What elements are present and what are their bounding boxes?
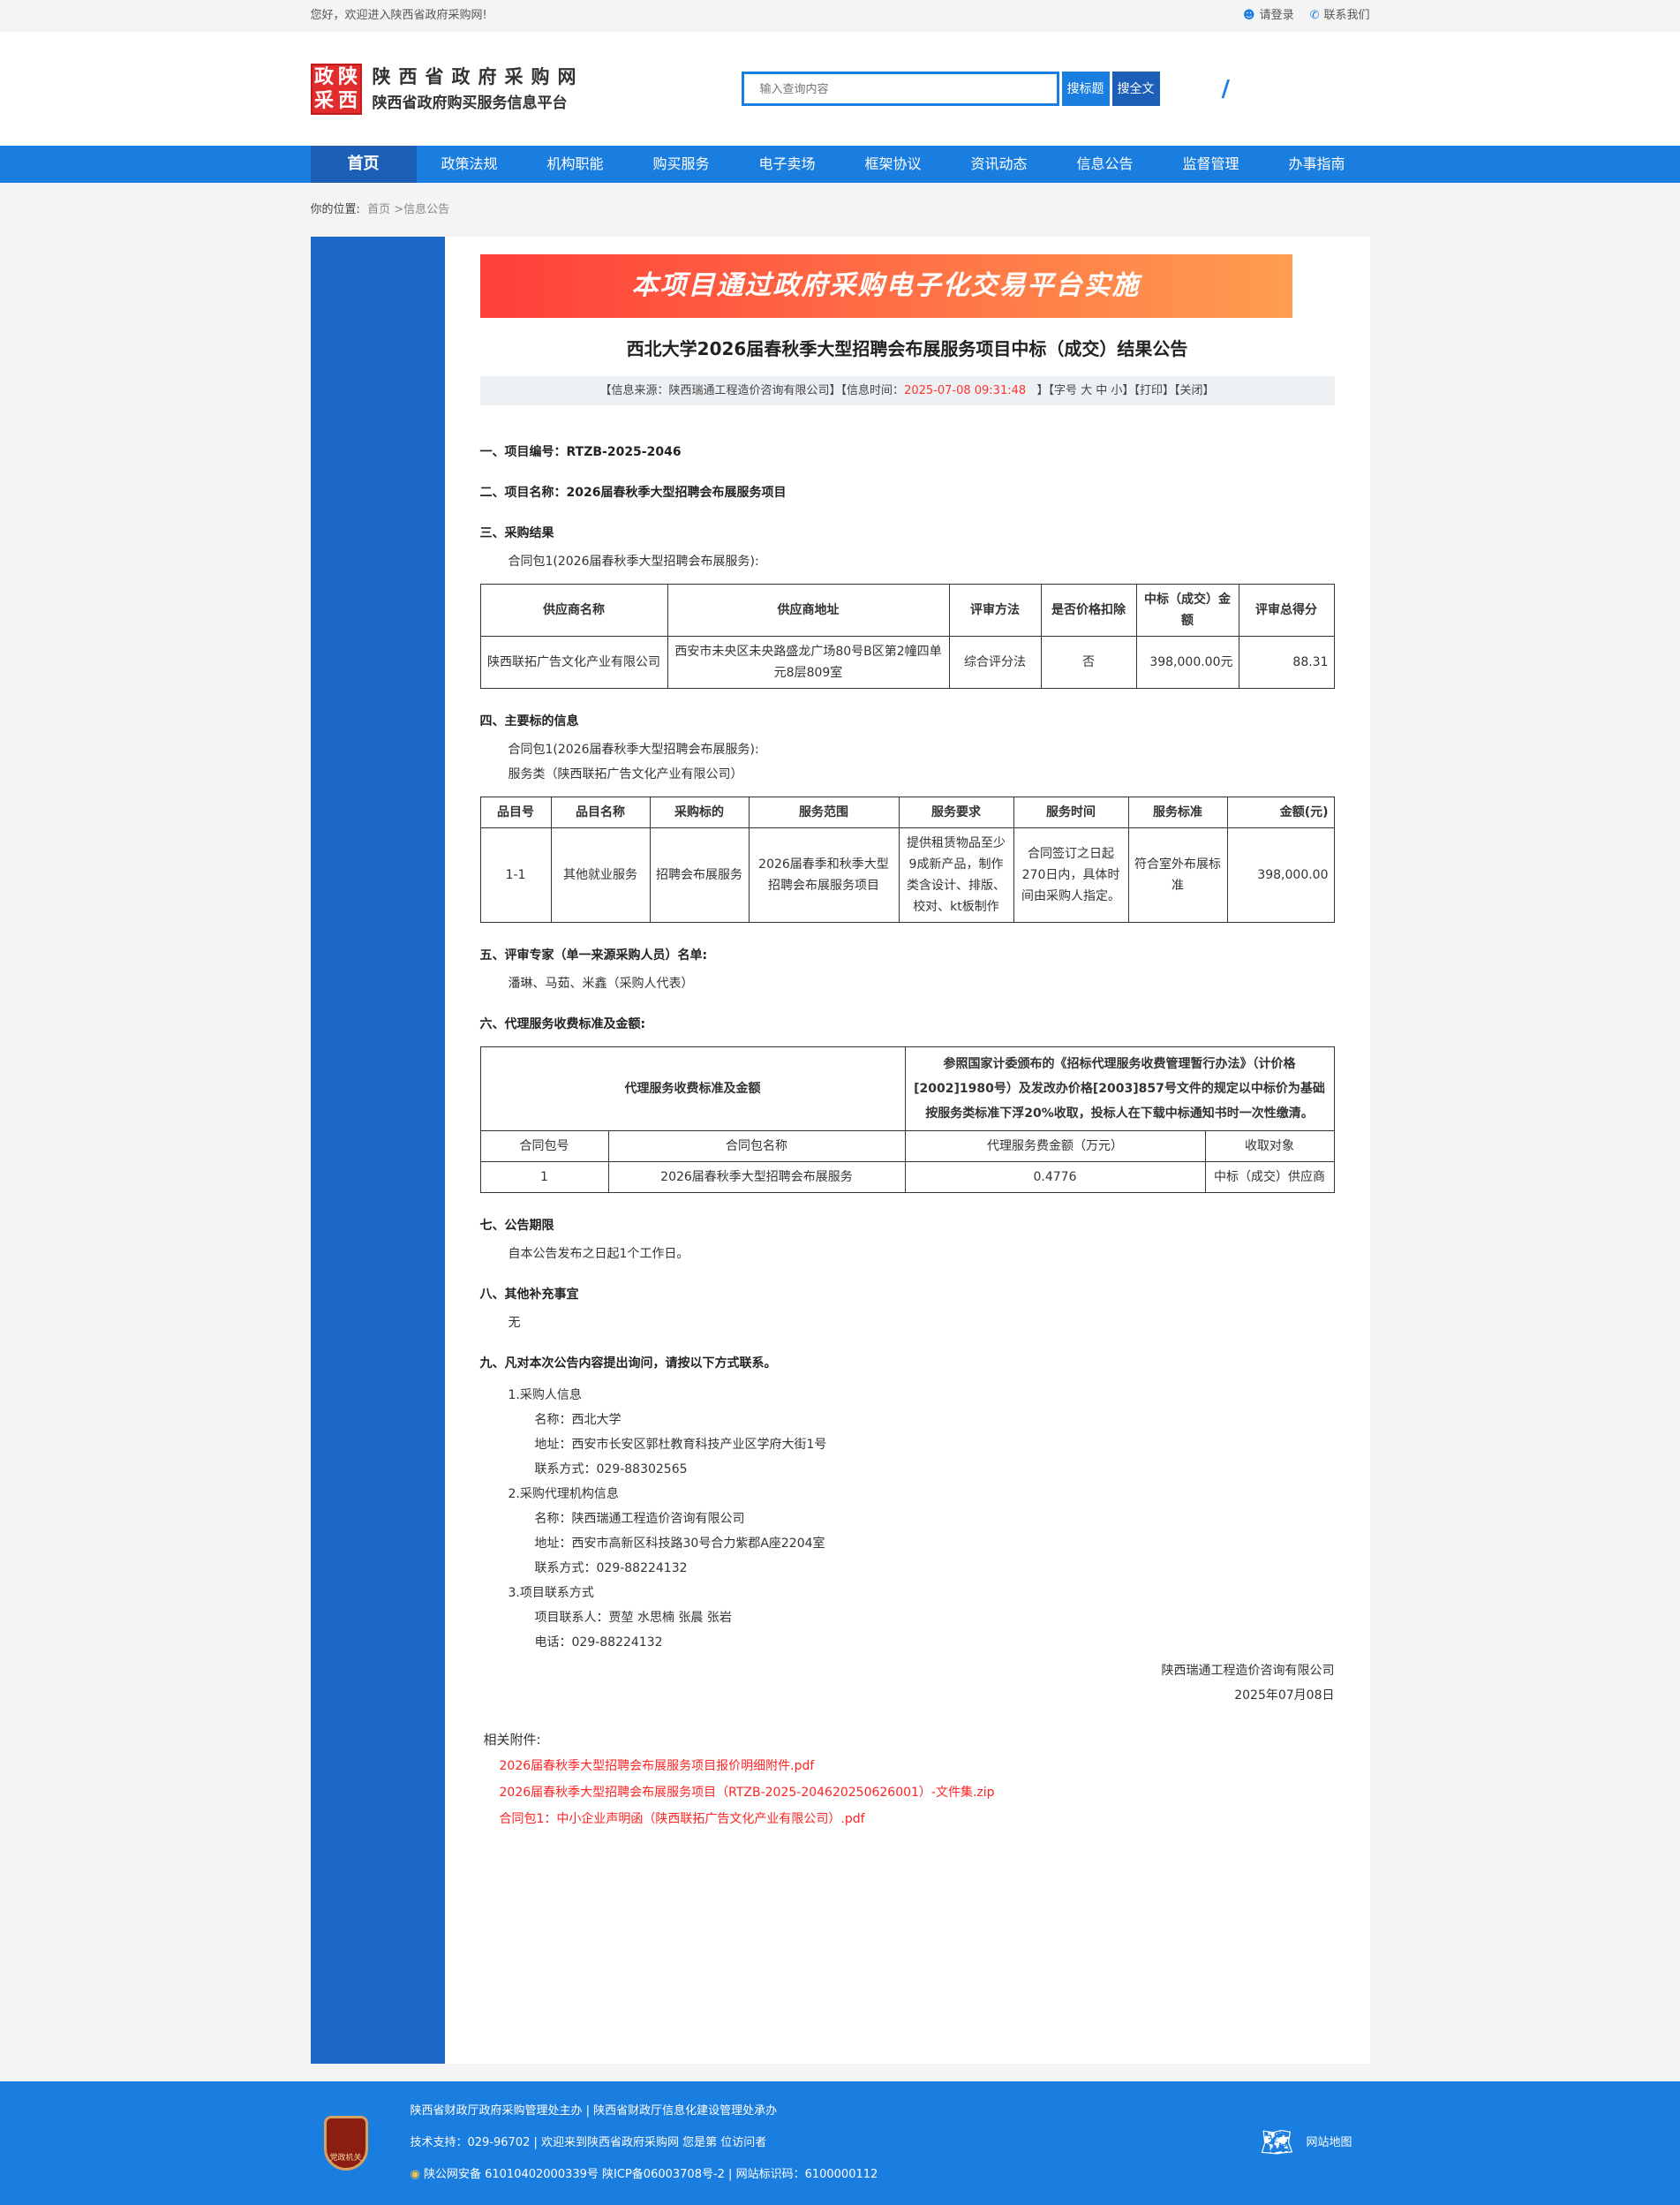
contact-link[interactable]: ✆ 联系我们 <box>1309 9 1370 22</box>
contact-line: 地址：西安市长安区郭杜教育科技产业区学府大街1号 <box>534 1438 827 1452</box>
welcome-text: 您好，欢迎进入陕西省政府采购网! <box>310 9 487 22</box>
sitemap-link[interactable]: 🗺 网站地图 <box>1260 2127 1352 2158</box>
nav-item[interactable]: 购买服务 <box>652 155 710 172</box>
table-row: 1-1 其他就业服务 招聘会布展服务 2026届春季和秋季大型招聘会布展服务项目 提供租… <box>479 827 1335 923</box>
breadcrumb: 你的位置: 首页 >信息公告 <box>310 203 450 216</box>
contact-line: 项目联系人：贾堃 水思楠 张晨 张岩 <box>534 1611 732 1625</box>
section-1: 一、项目编号：RTZB-2025-2046 <box>479 445 682 459</box>
top-bar: 您好，欢迎进入陕西省政府采购网! ☻ 请登录 ✆ 联系我们 <box>0 0 1680 32</box>
site-title: 陕西省政府采购网 <box>372 65 584 87</box>
nav-item[interactable]: 资讯动态 <box>970 155 1028 172</box>
main-nav: 首页 政策法规 机构职能 购买服务 电子卖场 框架协议 资讯动态 信息公告 监督管理 办事指南 <box>0 146 1680 183</box>
breadcrumb-path[interactable]: 首页 >信息公告 <box>367 203 450 216</box>
phone-icon: ✆ <box>1309 9 1320 22</box>
attachment-link[interactable]: 2026届春秋季大型招聘会布展服务项目（RTZB-2025-2046202506… <box>499 1786 995 1800</box>
section-9: 九、凡对本次公告内容提出询问，请按以下方式联系。 <box>479 1356 777 1371</box>
section-7: 七、公告期限 <box>479 1219 554 1233</box>
info-bar: 【信息来源：陕西瑞通工程造价咨询有限公司】【信息时间：2025-07-08 09… <box>479 376 1335 405</box>
nav-item[interactable]: 信息公告 <box>1076 155 1134 172</box>
section-8: 八、其他补充事宜 <box>479 1288 579 1302</box>
contact-group-heading: 1.采购人信息 <box>508 1388 582 1402</box>
item-table: 品目号 品目名称 采购标的 服务范围 服务要求 服务时间 服务标准 金额(元) 1-1 其他就业… <box>479 797 1335 923</box>
nav-item[interactable]: 政策法规 <box>441 155 498 172</box>
article: 本项目通过政府采购电子化交易平台实施 西北大学2026届春秋季大型招聘会布展服务… <box>444 237 1370 2064</box>
contact-line: 联系方式：029-88302565 <box>534 1462 688 1476</box>
attachments: 相关附件: 2026届春秋季大型招聘会布展服务项目报价明细附件.pdf 2026… <box>480 1732 1335 1827</box>
contact-line: 地址：西安市高新区科技路30号合力紫郡A座2204室 <box>534 1537 825 1551</box>
contact-group-heading: 3.项目联系方式 <box>508 1586 594 1600</box>
nav-item[interactable]: 框架协议 <box>864 155 922 172</box>
site-logo[interactable]: 政陕采西 陕西省政府采购网陕西省政府购买服务信息平台 <box>310 63 584 115</box>
contact-line: 名称：西北大学 <box>534 1413 622 1427</box>
search-fulltext-button[interactable]: 搜全文 <box>1111 72 1160 106</box>
nav-item[interactable]: 监督管理 <box>1182 155 1239 172</box>
contact-line: 电话：029-88224132 <box>534 1635 663 1650</box>
contact-line: 名称：陕西瑞通工程造价咨询有限公司 <box>534 1512 745 1526</box>
platform-banner: 本项目通过政府采购电子化交易平台实施 <box>479 254 1292 318</box>
slash-decoration: / <box>1221 75 1231 102</box>
party-government-badge[interactable]: 党政机关 <box>323 2116 368 2171</box>
attachment-link[interactable]: 2026届春秋季大型招聘会布展服务项目报价明细附件.pdf <box>499 1759 815 1773</box>
nav-item[interactable]: 电子卖场 <box>758 155 816 172</box>
nav-item[interactable]: 首页 <box>310 146 417 183</box>
section-3: 三、采购结果 <box>479 526 554 540</box>
package-label: 合同包1(2026届春秋季大型招聘会布展服务): <box>508 555 759 569</box>
contact-list: 1.采购人信息名称：西北大学地址：西安市长安区郭杜教育科技产业区学府大街1号 联系… <box>480 1387 1335 1650</box>
result-table: 供应商名称 供应商地址 评审方法 是否价格扣除 中标（成交）金额 评审总得分 陕西联拓广告… <box>479 584 1335 689</box>
left-sidebar <box>310 237 445 2064</box>
map-icon: 🗺 <box>1260 2127 1294 2158</box>
section-4: 四、主要标的信息 <box>479 714 579 729</box>
attachment-link[interactable]: 合同包1：中小企业声明函（陕西联拓广告文化产业有限公司）.pdf <box>499 1812 865 1826</box>
table-row: 陕西联拓广告文化产业有限公司 西安市未央区未央路盛龙广场80号B区第2幢四单元8层… <box>479 636 1335 689</box>
signature-date: 2025年07月08日 <box>1234 1688 1335 1703</box>
table-row: 1 2026届春秋季大型招聘会布展服务 0.4776 中标（成交）供应商 <box>479 1161 1335 1193</box>
site-subtitle: 陕西省政府购买服务信息平台 <box>372 94 568 112</box>
nav-item[interactable]: 办事指南 <box>1288 155 1345 172</box>
signature-org: 陕西瑞通工程造价咨询有限公司 <box>1161 1664 1335 1678</box>
search-title-button[interactable]: 搜标题 <box>1061 72 1110 106</box>
police-emblem-icon: ◉ <box>410 2168 420 2181</box>
footer: 党政机关 陕西省财政厅政府采购管理处主办 | 陕西省财政厅信息化建设管理处承办 … <box>0 2081 1680 2205</box>
contact-line: 联系方式：029-88224132 <box>534 1561 688 1575</box>
fee-table: 代理服务收费标准及金额 参照国家计委颁布的《招标代理服务收费管理暂行办法》（计价格… <box>479 1046 1335 1193</box>
search-input[interactable] <box>741 72 1059 106</box>
nav-item[interactable]: 机构职能 <box>546 155 604 172</box>
section-6: 六、代理服务收费标准及金额: <box>479 1017 646 1031</box>
page-title: 西北大学2026届春秋季大型招聘会布展服务项目中标（成交）结果公告 <box>626 338 1188 359</box>
user-icon: ☻ <box>1243 9 1255 22</box>
contact-group-heading: 2.采购代理机构信息 <box>508 1487 619 1501</box>
login-link[interactable]: ☻ 请登录 <box>1243 9 1294 22</box>
section-5: 五、评审专家（单一来源采购人员）名单: <box>479 948 708 963</box>
section-2: 二、项目名称：2026届春秋季大型招聘会布展服务项目 <box>479 486 787 500</box>
font-size-print-close[interactable]: 】【字号 大 中 小】【打印】【关闭】 <box>1036 384 1215 397</box>
logo-seal: 政陕采西 <box>310 63 362 115</box>
